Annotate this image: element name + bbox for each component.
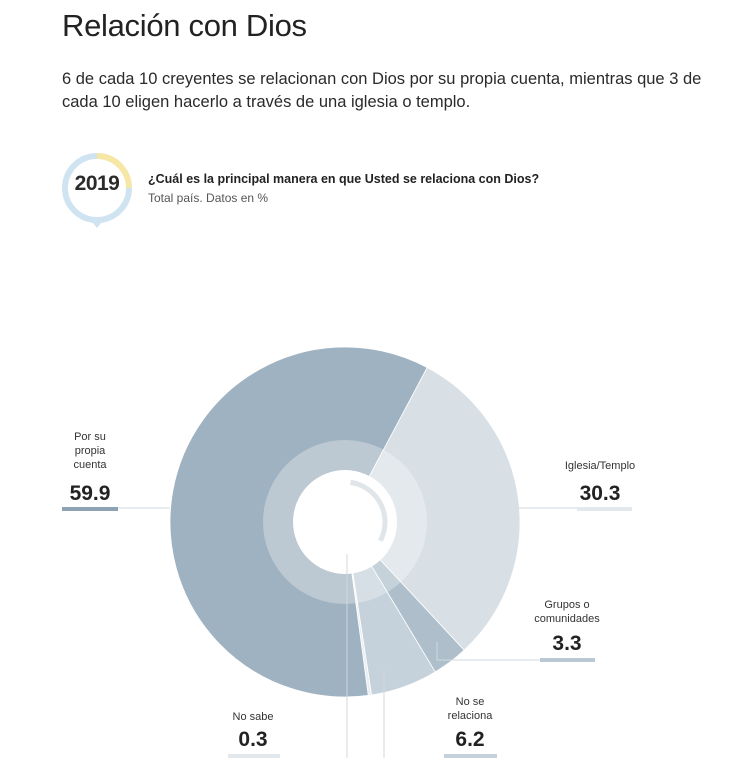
page-subtitle: 6 de cada 10 creyentes se relacionan con… bbox=[62, 70, 702, 111]
label-propia-cuenta: Por su bbox=[74, 431, 106, 443]
label-propia-cuenta: cuenta bbox=[73, 459, 107, 471]
label-no-se-relaciona: No se bbox=[456, 696, 485, 708]
label-no-se-relaciona: relaciona bbox=[448, 710, 494, 722]
chart-question: ¿Cuál es la principal manera en que Uste… bbox=[148, 172, 540, 186]
value-iglesia-templo: 30.3 bbox=[580, 482, 621, 505]
value-no-se-relaciona: 6.2 bbox=[455, 728, 484, 751]
value-grupos-comunidades: 3.3 bbox=[552, 632, 581, 655]
slice-iglesia-templo bbox=[344, 366, 521, 651]
badge-ring-icon bbox=[62, 153, 132, 228]
badge-year: 2019 bbox=[74, 172, 120, 195]
label-no-sabe: No sabe bbox=[233, 711, 274, 723]
label-propia-cuenta: propia bbox=[75, 445, 106, 457]
chart-note: Total país. Datos en % bbox=[148, 191, 269, 205]
year-badge: 2019 bbox=[59, 150, 135, 232]
label-grupos-comunidades: Grupos o bbox=[544, 599, 589, 611]
donut-hole bbox=[293, 470, 397, 574]
center-arc-icon bbox=[350, 479, 388, 542]
label-grupos-comunidades: comunidades bbox=[534, 613, 600, 625]
value-propia-cuenta: 59.9 bbox=[70, 482, 111, 505]
label-iglesia-templo: Iglesia/Templo bbox=[565, 460, 635, 472]
page-title: Relación con Dios bbox=[62, 8, 307, 43]
value-no-sabe: 0.3 bbox=[238, 728, 267, 751]
